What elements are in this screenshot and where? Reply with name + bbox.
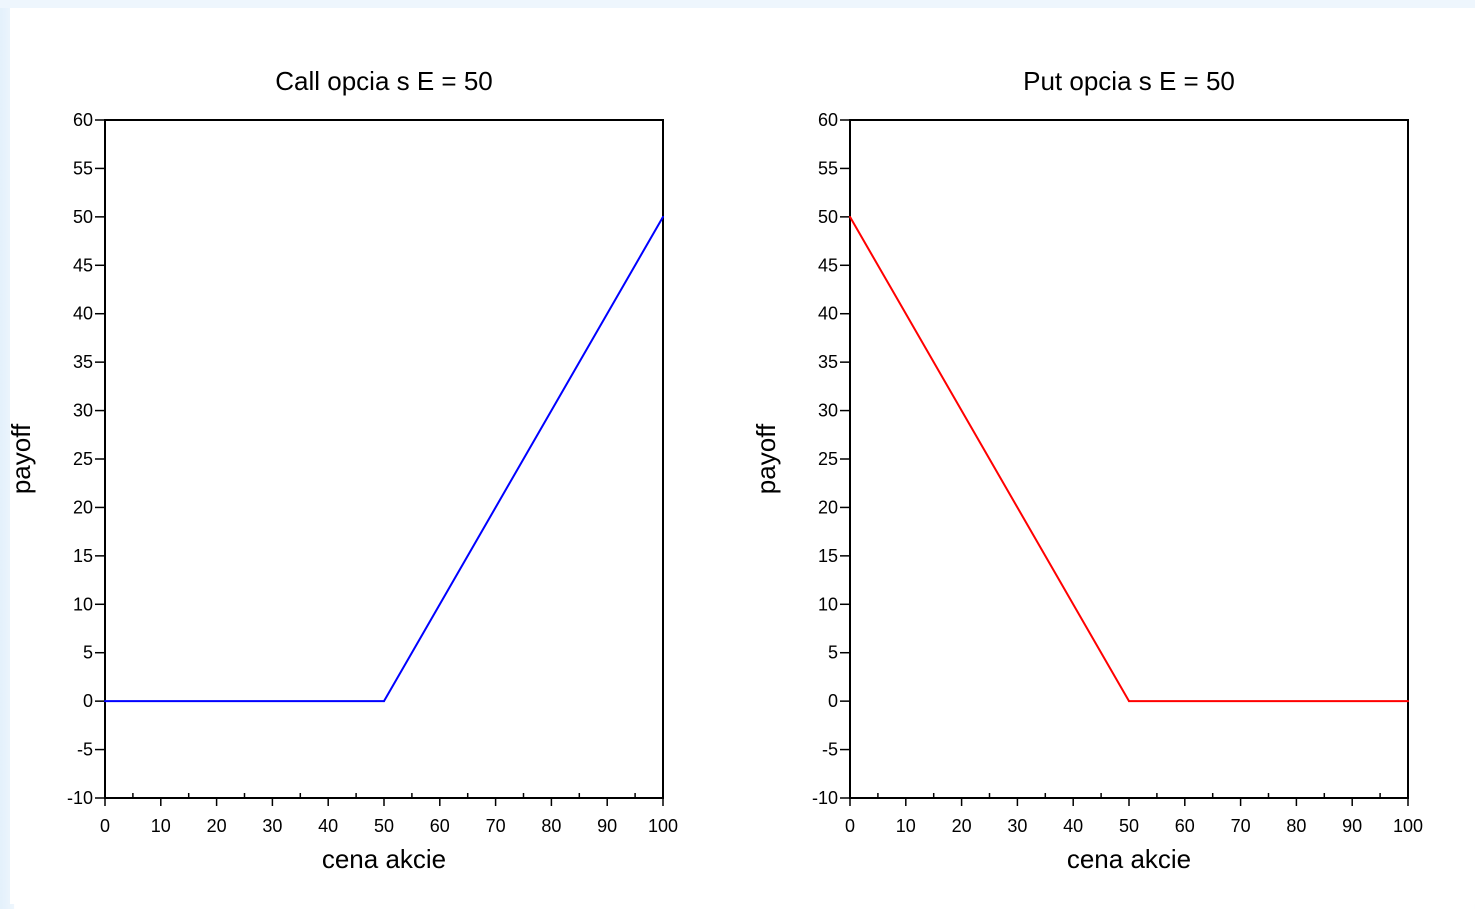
y-tick-label: 40 bbox=[818, 304, 838, 324]
y-tick-label: 10 bbox=[818, 594, 838, 614]
y-tick-label: 40 bbox=[73, 304, 93, 324]
data-point bbox=[849, 215, 851, 218]
figure-canvas: Call opcia s E = 50 cena akcie payoff -1… bbox=[6, 8, 1475, 904]
x-tick-label: 90 bbox=[1342, 816, 1362, 836]
x-tick-label: 40 bbox=[318, 816, 338, 836]
y-tick-label: -5 bbox=[822, 740, 838, 760]
x-tick-label: 90 bbox=[597, 816, 617, 836]
y-tick-label: 5 bbox=[83, 643, 93, 663]
x-tick-label: 50 bbox=[1119, 816, 1139, 836]
x-tick-label: 80 bbox=[1286, 816, 1306, 836]
x-tick-label: 60 bbox=[430, 816, 450, 836]
y-tick-label: 10 bbox=[73, 594, 93, 614]
series-line bbox=[849, 216, 1408, 703]
data-point bbox=[383, 700, 385, 703]
x-tick-label: 70 bbox=[1231, 816, 1251, 836]
x-tick-label: 20 bbox=[952, 816, 972, 836]
y-tick-label: 30 bbox=[73, 401, 93, 421]
y-tick-label: 0 bbox=[828, 691, 838, 711]
y-tick-label: 55 bbox=[73, 158, 93, 178]
y-tick-label: 25 bbox=[818, 449, 838, 469]
y-axis-title: payoff bbox=[751, 423, 781, 494]
y-tick-label: 55 bbox=[818, 158, 838, 178]
x-tick-label: 20 bbox=[207, 816, 227, 836]
y-tick-label: 25 bbox=[73, 449, 93, 469]
y-tick-label: -10 bbox=[812, 788, 838, 808]
x-tick-label: 50 bbox=[374, 816, 394, 836]
y-axis-title: payoff bbox=[10, 423, 36, 494]
chart-title: Put opcia s E = 50 bbox=[1023, 66, 1235, 96]
y-tick-label: 50 bbox=[73, 207, 93, 227]
x-tick-label: 60 bbox=[1175, 816, 1195, 836]
x-tick-label: 70 bbox=[486, 816, 506, 836]
y-tick-label: 30 bbox=[818, 401, 838, 421]
y-tick-label: 35 bbox=[73, 352, 93, 372]
y-tick-label: 0 bbox=[83, 691, 93, 711]
x-tick-label: 30 bbox=[262, 816, 282, 836]
x-tick-label: 30 bbox=[1007, 816, 1027, 836]
plot-frame bbox=[849, 119, 1409, 799]
x-tick-label: 100 bbox=[648, 816, 678, 836]
x-tick-label: 10 bbox=[896, 816, 916, 836]
x-tick-label: 100 bbox=[1393, 816, 1423, 836]
y-tick-label: 15 bbox=[818, 546, 838, 566]
y-tick-label: 45 bbox=[818, 255, 838, 275]
x-tick-label: 80 bbox=[541, 816, 561, 836]
y-tick-label: 60 bbox=[73, 110, 93, 130]
call-option-chart: Call opcia s E = 50 cena akcie payoff -1… bbox=[6, 66, 678, 874]
y-tick-label: 50 bbox=[818, 207, 838, 227]
y-tick-label: -10 bbox=[67, 788, 93, 808]
x-tick-label: 0 bbox=[845, 816, 855, 836]
x-tick-label: 40 bbox=[1063, 816, 1083, 836]
y-tick-label: 35 bbox=[818, 352, 838, 372]
put-option-chart: Put opcia s E = 50 cena akcie payoff -10… bbox=[751, 66, 1423, 874]
chart-title: Call opcia s E = 50 bbox=[275, 66, 493, 96]
y-tick-label: 45 bbox=[73, 255, 93, 275]
x-tick-label: 0 bbox=[100, 816, 110, 836]
window-top-strip bbox=[0, 0, 1475, 8]
x-axis-title: cena akcie bbox=[1067, 844, 1191, 874]
data-point bbox=[1128, 700, 1130, 703]
y-tick-label: 5 bbox=[828, 643, 838, 663]
data-point bbox=[662, 215, 664, 218]
data-point bbox=[1407, 700, 1409, 703]
y-tick-label: 60 bbox=[818, 110, 838, 130]
x-tick-label: 10 bbox=[151, 816, 171, 836]
y-tick-label: 15 bbox=[73, 546, 93, 566]
y-tick-label: 20 bbox=[73, 497, 93, 517]
series-line bbox=[105, 216, 664, 703]
x-axis-title: cena akcie bbox=[322, 844, 446, 874]
y-tick-label: -5 bbox=[77, 740, 93, 760]
plot-frame bbox=[104, 119, 664, 799]
figure-svg: Call opcia s E = 50 cena akcie payoff -1… bbox=[6, 66, 1423, 874]
y-tick-label: 20 bbox=[818, 497, 838, 517]
data-point bbox=[104, 700, 106, 703]
